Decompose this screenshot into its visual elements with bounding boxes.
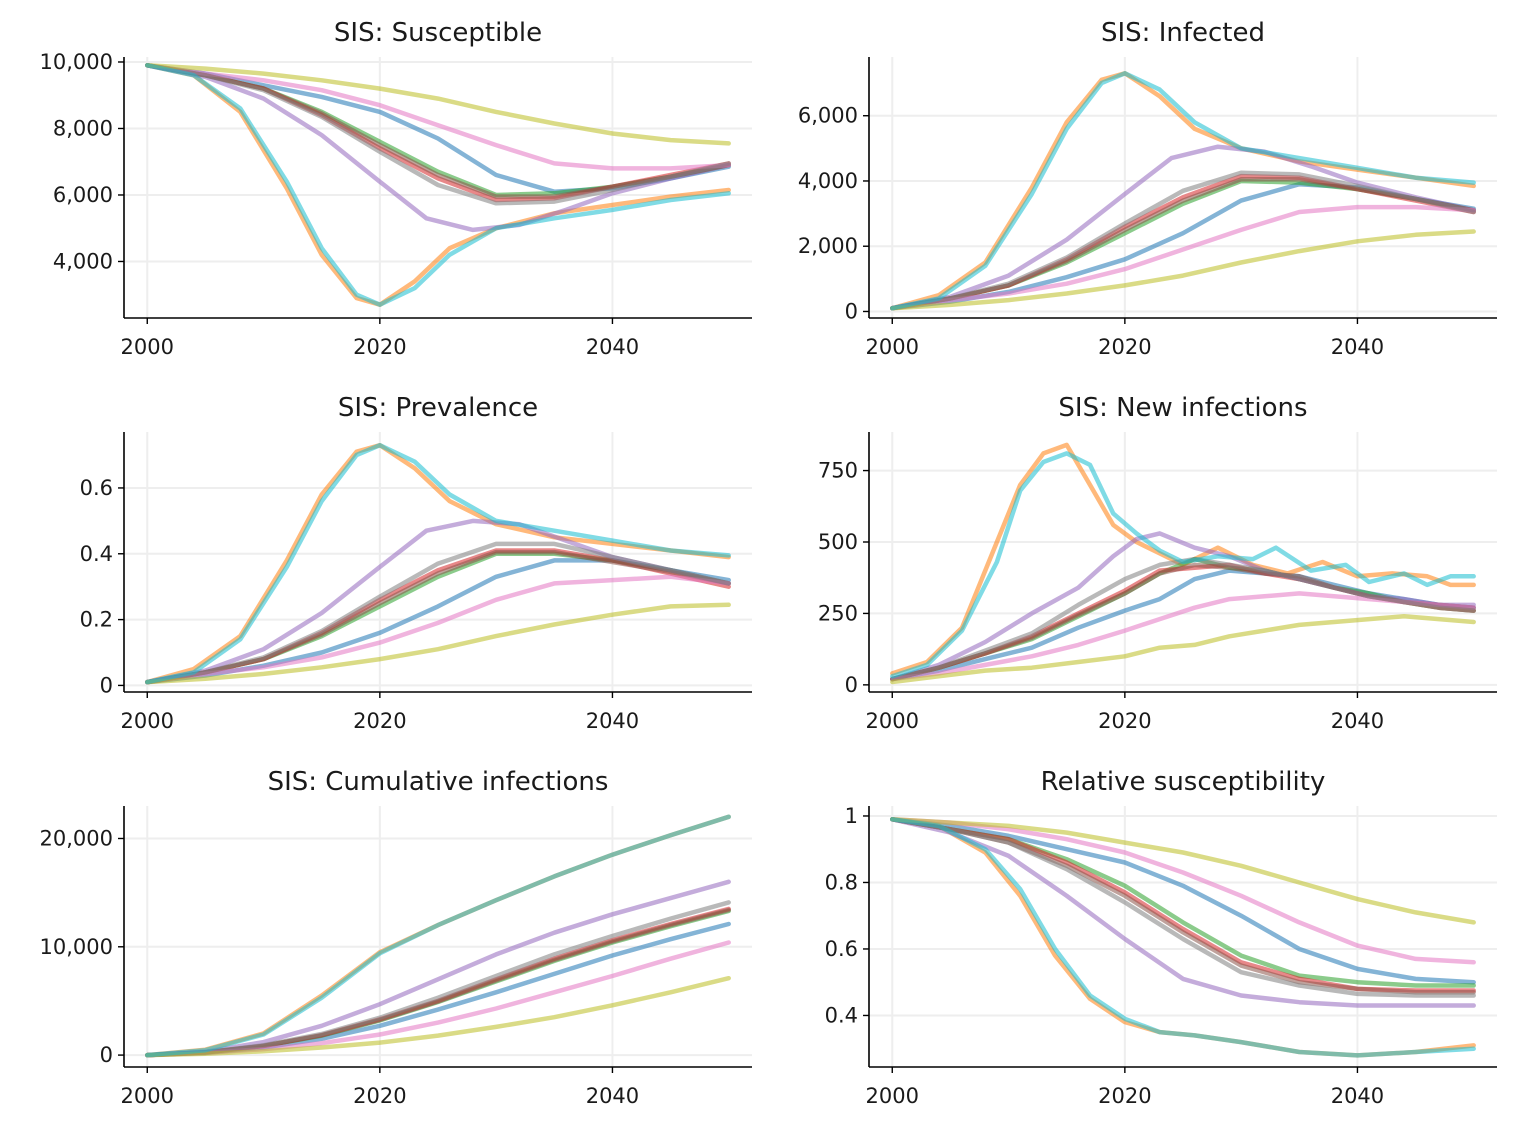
y-tick-label: 20,000 bbox=[40, 826, 113, 850]
series-line-7 bbox=[145, 574, 731, 685]
panel-sis-prevalence: 2000 2020 2040 0 0.2 0.4 0.6 SIS: Prevalence bbox=[80, 393, 752, 733]
y-tick-label: 10,000 bbox=[40, 50, 113, 74]
x-tick-label: 2020 bbox=[1098, 1084, 1151, 1108]
y-tick-label: 8,000 bbox=[53, 116, 113, 140]
x-tick-label: 2020 bbox=[1098, 335, 1151, 359]
series-line-8 bbox=[145, 63, 731, 206]
panel-title: SIS: New infections bbox=[1058, 393, 1307, 423]
x-tick-label: 2020 bbox=[353, 335, 406, 359]
series-line-9 bbox=[890, 229, 1476, 311]
series-line-10 bbox=[890, 451, 1476, 679]
x-tick-label: 2040 bbox=[1331, 709, 1384, 733]
series-line-9 bbox=[145, 63, 731, 146]
y-tick-label: 500 bbox=[818, 530, 858, 554]
x-tick-label: 2000 bbox=[866, 709, 919, 733]
panel-title: SIS: Infected bbox=[1101, 18, 1265, 48]
y-tick-label: 750 bbox=[818, 459, 858, 483]
series-line-9 bbox=[890, 817, 1476, 925]
panel-relative-susceptibility: 2000 2020 2040 0.4 0.6 0.8 1 Relative susceptib… bbox=[825, 767, 1497, 1108]
y-tick-label: 0 bbox=[100, 1043, 113, 1067]
y-tick-label: 0.8 bbox=[825, 870, 858, 894]
y-tick-label: 6,000 bbox=[53, 183, 113, 207]
x-tick-label: 2020 bbox=[353, 709, 406, 733]
panel-title: SIS: Prevalence bbox=[338, 393, 538, 423]
series-line-7 bbox=[890, 817, 1476, 965]
series-line-7 bbox=[890, 591, 1476, 682]
series-line-4 bbox=[145, 548, 731, 685]
y-tick-label: 0.6 bbox=[80, 476, 113, 500]
x-tick-label: 2000 bbox=[121, 709, 174, 733]
series-line-10 bbox=[145, 442, 731, 685]
y-tick-label: 0.2 bbox=[80, 608, 113, 632]
series-line-5 bbox=[145, 63, 731, 233]
y-tick-label: 4,000 bbox=[798, 169, 858, 193]
x-tick-label: 2020 bbox=[1098, 709, 1151, 733]
y-tick-label: 2,000 bbox=[798, 234, 858, 258]
y-tick-label: 4,000 bbox=[53, 249, 113, 273]
y-tick-label: 6,000 bbox=[798, 104, 858, 128]
panel-sis-cumulative-infections: 2000 2020 2040 0 10,000 20,000 SIS: Cumulative… bbox=[40, 767, 752, 1108]
series-line-8 bbox=[145, 541, 731, 685]
panel-title: SIS: Cumulative infections bbox=[268, 767, 609, 797]
series-line-10 bbox=[890, 817, 1476, 1058]
y-tick-label: 0 bbox=[100, 673, 113, 697]
series-line-8 bbox=[145, 900, 731, 1058]
series-line-5 bbox=[145, 879, 731, 1058]
y-tick-label: 10,000 bbox=[40, 935, 113, 959]
x-tick-label: 2020 bbox=[353, 1084, 406, 1108]
series-line-8 bbox=[890, 817, 1476, 998]
series-line-10 bbox=[145, 63, 731, 307]
x-tick-label: 2000 bbox=[866, 1084, 919, 1108]
x-tick-label: 2000 bbox=[866, 335, 919, 359]
x-tick-label: 2000 bbox=[121, 335, 174, 359]
series-line-9 bbox=[145, 975, 731, 1058]
series-line-9 bbox=[890, 614, 1476, 685]
series-line-4 bbox=[145, 906, 731, 1058]
x-tick-label: 2000 bbox=[121, 1084, 174, 1108]
panel-sis-new-infections: 2000 2020 2040 0 250 500 750 SIS: New infection… bbox=[818, 393, 1497, 733]
y-tick-label: 1 bbox=[845, 804, 858, 828]
x-tick-label: 2040 bbox=[586, 709, 639, 733]
panel-title: Relative susceptibility bbox=[1041, 767, 1326, 797]
y-tick-label: 0 bbox=[845, 299, 858, 323]
y-tick-label: 0.4 bbox=[80, 542, 113, 566]
panel-sis-susceptible: 2000 2020 2040 4,000 6,000 8,000 10,000 SIS: Su… bbox=[40, 18, 752, 359]
panel-title: SIS: Susceptible bbox=[334, 18, 542, 48]
series-line-8 bbox=[890, 170, 1476, 311]
x-tick-label: 2040 bbox=[586, 335, 639, 359]
series-line-8 bbox=[890, 556, 1476, 682]
series-line-5 bbox=[890, 144, 1476, 311]
x-tick-label: 2040 bbox=[1331, 335, 1384, 359]
series-line-10 bbox=[890, 71, 1476, 311]
series-line-7 bbox=[890, 204, 1476, 311]
series-line-1 bbox=[890, 817, 1476, 985]
x-tick-label: 2040 bbox=[586, 1084, 639, 1108]
series-line-7 bbox=[145, 63, 731, 171]
y-tick-label: 250 bbox=[818, 601, 858, 625]
series-line-5 bbox=[890, 817, 1476, 1008]
y-tick-label: 0.6 bbox=[825, 937, 858, 961]
y-tick-label: 0 bbox=[845, 673, 858, 697]
series-line-10 bbox=[145, 814, 731, 1058]
series-line-2 bbox=[890, 442, 1476, 676]
y-tick-label: 0.4 bbox=[825, 1003, 858, 1027]
series-line-9 bbox=[145, 602, 731, 685]
x-tick-label: 2040 bbox=[1331, 1084, 1384, 1108]
panel-sis-infected: 2000 2020 2040 0 2,000 4,000 6,000 SIS: Infecte… bbox=[798, 18, 1497, 359]
